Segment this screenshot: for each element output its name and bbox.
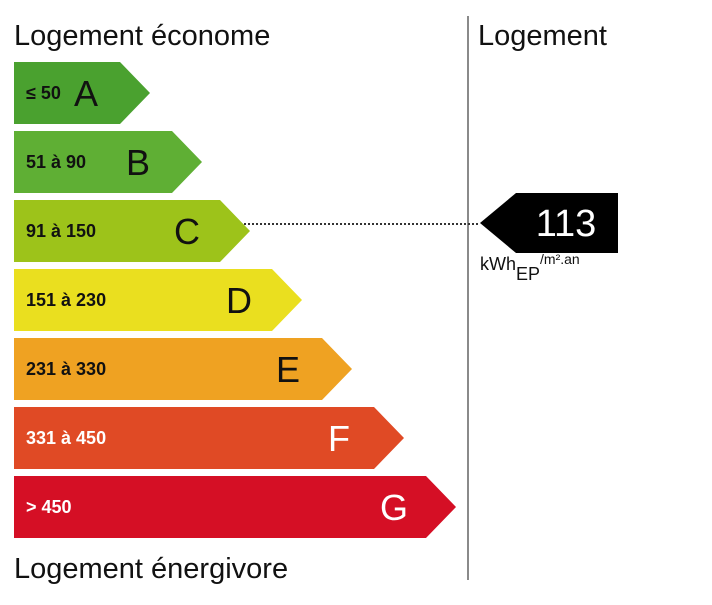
right-column-label: Logement bbox=[478, 20, 607, 52]
energy-band-b: 51 à 90 B bbox=[14, 131, 202, 193]
marker-guide-line bbox=[244, 223, 478, 225]
energy-band-letter: E bbox=[276, 349, 301, 390]
energy-band-letter: C bbox=[174, 211, 200, 252]
top-label: Logement économe bbox=[14, 20, 271, 52]
energy-band-f: 331 à 450 F bbox=[14, 407, 404, 469]
column-divider bbox=[467, 16, 469, 580]
marker-arrow-shape bbox=[480, 193, 618, 253]
energy-band-range: > 450 bbox=[26, 497, 72, 517]
energy-band-letter: D bbox=[226, 280, 252, 321]
energy-band-d: 151 à 230 D bbox=[14, 269, 302, 331]
energy-band-c: 91 à 150 C bbox=[14, 200, 250, 262]
energy-band-range: 151 à 230 bbox=[26, 290, 107, 310]
bottom-label: Logement énergivore bbox=[14, 553, 289, 585]
energy-band-letter: F bbox=[328, 418, 350, 459]
energy-band-letter: B bbox=[126, 142, 151, 183]
energy-band-letter: A bbox=[74, 73, 99, 114]
energy-band-arrow bbox=[14, 407, 404, 469]
energy-band-arrow bbox=[14, 62, 150, 124]
energy-band-g: > 450 G bbox=[14, 476, 456, 538]
energy-band-arrow bbox=[14, 338, 352, 400]
energy-band-arrow bbox=[14, 131, 202, 193]
energy-band-e: 231 à 330 E bbox=[14, 338, 352, 400]
unit-base: kWh bbox=[480, 254, 516, 274]
energy-band-letter: G bbox=[380, 487, 409, 528]
consumption-marker: 113 bbox=[480, 193, 618, 253]
energy-band-arrow bbox=[14, 269, 302, 331]
energy-band-shape bbox=[14, 338, 352, 400]
energy-band-range: 231 à 330 bbox=[26, 359, 107, 379]
energy-band-shape bbox=[14, 62, 150, 124]
energy-band-shape bbox=[14, 131, 202, 193]
energy-band-shape bbox=[14, 476, 456, 538]
energy-band-range: 91 à 150 bbox=[26, 221, 97, 241]
energy-band-arrow bbox=[14, 476, 456, 538]
energy-band-range: ≤ 50 bbox=[26, 83, 61, 103]
consumption-unit: kWhEP/m².an bbox=[480, 251, 580, 284]
energy-band-arrow bbox=[14, 200, 250, 262]
energy-band-range: 51 à 90 bbox=[26, 152, 87, 172]
unit-subscript: EP bbox=[516, 264, 541, 284]
energy-band-a: ≤ 50 A bbox=[14, 62, 150, 124]
consumption-value: 113 bbox=[535, 203, 597, 245]
unit-suffix: /m².an bbox=[540, 251, 580, 267]
energy-band-range: 331 à 450 bbox=[26, 428, 107, 448]
energy-band-shape bbox=[14, 200, 250, 262]
energy-band-shape bbox=[14, 269, 302, 331]
energy-band-shape bbox=[14, 407, 404, 469]
